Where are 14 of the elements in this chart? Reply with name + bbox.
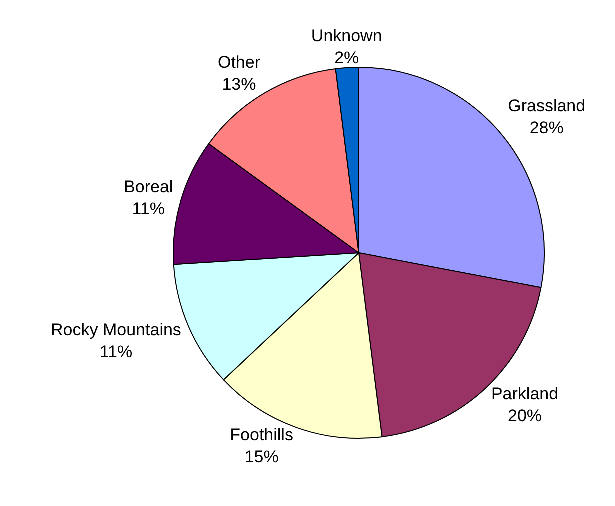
data-label: 28% xyxy=(530,118,564,138)
slice-label: Other xyxy=(218,53,261,72)
data-label: 15% xyxy=(244,448,279,467)
slice-label: Unknown xyxy=(311,26,382,46)
slice-label: Grassland xyxy=(508,96,586,116)
data-label: 11% xyxy=(100,342,133,362)
data-label: 20% xyxy=(508,406,542,426)
data-label: 11% xyxy=(132,200,165,219)
slice-label: Foothills xyxy=(230,426,294,445)
data-label: 13% xyxy=(222,75,256,94)
slice-label: Boreal xyxy=(124,178,174,197)
data-label: 2% xyxy=(334,48,360,68)
slice-label: Parkland xyxy=(491,384,559,404)
slice-label: Rocky Mountains xyxy=(51,320,182,340)
